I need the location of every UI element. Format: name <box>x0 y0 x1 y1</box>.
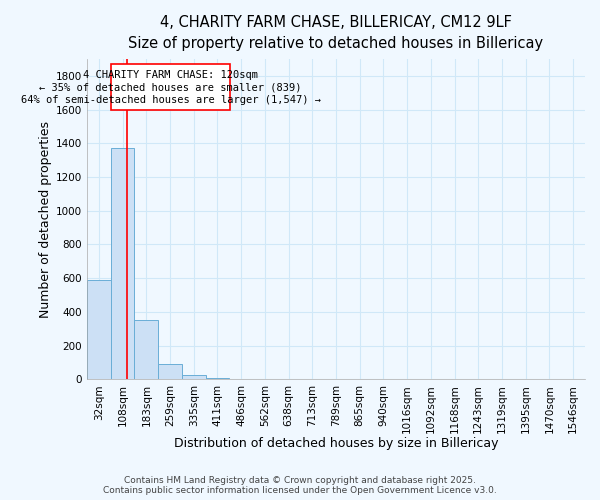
FancyBboxPatch shape <box>111 64 230 110</box>
Bar <box>87 280 111 379</box>
Y-axis label: Number of detached properties: Number of detached properties <box>39 120 52 318</box>
Text: 64% of semi-detached houses are larger (1,547) →: 64% of semi-detached houses are larger (… <box>20 95 320 105</box>
X-axis label: Distribution of detached houses by size in Billericay: Distribution of detached houses by size … <box>174 437 498 450</box>
Text: Contains HM Land Registry data © Crown copyright and database right 2025.
Contai: Contains HM Land Registry data © Crown c… <box>103 476 497 495</box>
Text: ← 35% of detached houses are smaller (839): ← 35% of detached houses are smaller (83… <box>39 82 302 92</box>
Bar <box>158 364 182 379</box>
Bar <box>229 378 253 379</box>
Bar <box>134 320 158 379</box>
Bar <box>206 378 229 379</box>
Bar <box>182 374 206 379</box>
Bar <box>111 148 134 379</box>
Title: 4, CHARITY FARM CHASE, BILLERICAY, CM12 9LF
Size of property relative to detache: 4, CHARITY FARM CHASE, BILLERICAY, CM12 … <box>128 15 544 51</box>
Text: 4 CHARITY FARM CHASE: 120sqm: 4 CHARITY FARM CHASE: 120sqm <box>83 70 258 80</box>
